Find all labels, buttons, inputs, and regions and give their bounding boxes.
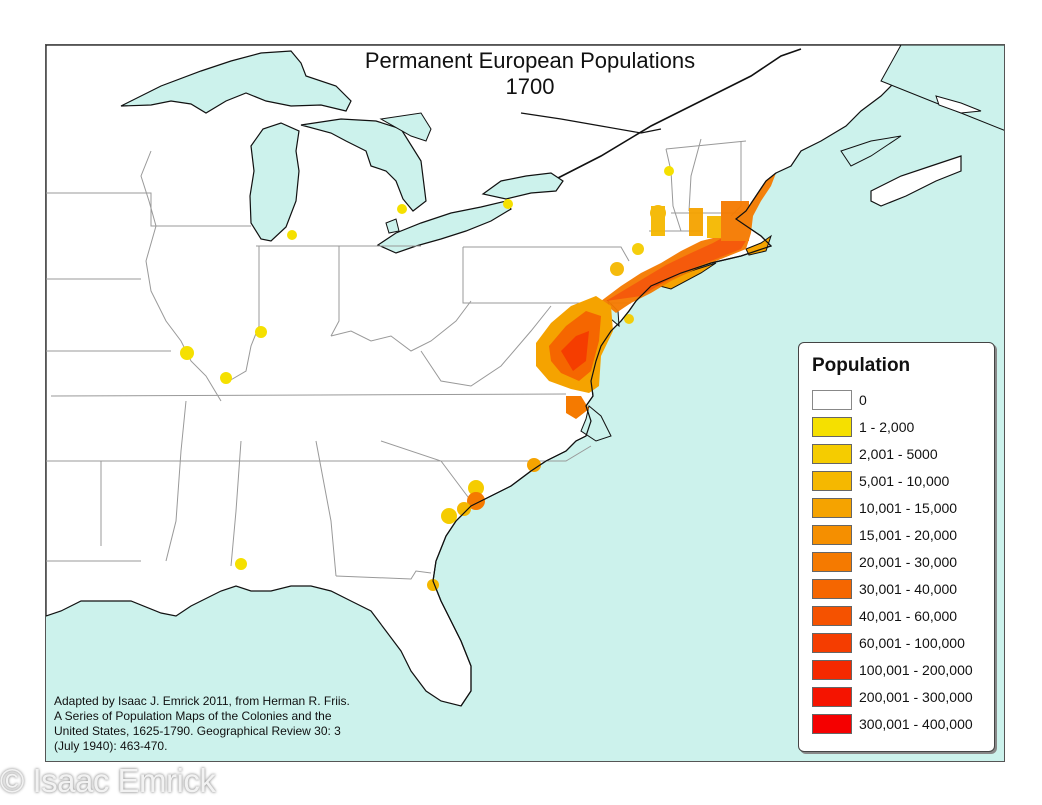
- legend-item-2: 2,001 - 5000: [812, 444, 938, 464]
- legend-label: 30,001 - 40,000: [859, 581, 958, 597]
- map-title-line2: 1700: [505, 74, 555, 99]
- legend-item-0: 0: [812, 390, 867, 410]
- pei: [935, 95, 982, 114]
- legend-swatch: [812, 525, 852, 545]
- legend-swatch: [812, 444, 852, 464]
- state-borders: [46, 138, 747, 580]
- gulf-st-lawrence: [880, 45, 1004, 131]
- population-outposts: [180, 166, 674, 384]
- legend-swatch: [812, 498, 852, 518]
- legend-label: 200,001 - 300,000: [859, 689, 973, 705]
- legend-swatch: [812, 606, 852, 626]
- legend-swatch: [812, 390, 852, 410]
- st-lawrence-river: [555, 48, 802, 180]
- georgian-bay: [379, 112, 432, 142]
- legend-label: 100,001 - 200,000: [859, 662, 973, 678]
- lake-st-clair: [385, 218, 400, 234]
- source-credit: Adapted by Isaac J. Emrick 2011, from He…: [54, 694, 404, 754]
- legend-label: 300,001 - 400,000: [859, 716, 973, 732]
- legend-item-9: 60,001 - 100,000: [812, 633, 965, 653]
- legend-swatch: [812, 552, 852, 572]
- credit-line-1: Adapted by Isaac J. Emrick 2011, from He…: [54, 694, 350, 708]
- legend-swatch: [812, 579, 852, 599]
- legend-item-6: 20,001 - 30,000: [812, 552, 957, 572]
- copyright-watermark: © Isaac Emrick: [0, 762, 216, 799]
- credit-line-3: United States, 1625-1790. Geographical R…: [54, 724, 341, 738]
- legend-item-8: 40,001 - 60,000: [812, 606, 957, 626]
- legend-label: 15,001 - 20,000: [859, 527, 958, 543]
- legend-title: Population: [812, 355, 911, 376]
- lake-huron: [300, 118, 427, 212]
- lake-ontario: [481, 172, 564, 200]
- legend-label: 5,001 - 10,000: [859, 473, 950, 489]
- legend-item-11: 200,001 - 300,000: [812, 687, 973, 707]
- legend-label: 2,001 - 5000: [859, 446, 938, 462]
- legend-swatch: [812, 714, 852, 734]
- map-canvas: [46, 45, 1004, 707]
- st-lawrence-shore: [520, 112, 662, 134]
- atlantic-coastline: [432, 172, 777, 707]
- legend-item-12: 300,001 - 400,000: [812, 714, 973, 734]
- legend-item-5: 15,001 - 20,000: [812, 525, 957, 545]
- legend-swatch: [812, 633, 852, 653]
- legend-item-4: 10,001 - 15,000: [812, 498, 957, 518]
- legend-item-3: 5,001 - 10,000: [812, 471, 949, 491]
- credit-line-4: (July 1940): 463-470.: [54, 739, 168, 753]
- legend-swatch: [812, 471, 852, 491]
- legend-label: 40,001 - 60,000: [859, 608, 958, 624]
- legend-swatch: [812, 660, 852, 680]
- legend-swatch: [812, 417, 852, 437]
- legend-label: 10,001 - 15,000: [859, 500, 958, 516]
- legend-label: 0: [859, 392, 867, 408]
- lake-superior: [120, 50, 352, 114]
- legend-item-7: 30,001 - 40,000: [812, 579, 957, 599]
- map-title: Permanent European Populations 1700: [340, 48, 720, 100]
- population-northeast: [601, 173, 776, 324]
- legend-item-1: 1 - 2,000: [812, 417, 914, 437]
- lake-michigan: [249, 122, 300, 242]
- legend: Population 0 1 - 2,000 2,001 - 5000 5,00…: [798, 342, 995, 752]
- credit-line-2: A Series of Population Maps of the Colon…: [54, 709, 332, 723]
- legend-item-10: 100,001 - 200,000: [812, 660, 973, 680]
- bay-of-fundy: [840, 135, 902, 167]
- nova-scotia: [870, 155, 962, 207]
- map-title-line1: Permanent European Populations: [364, 48, 696, 73]
- legend-label: 1 - 2,000: [859, 419, 915, 435]
- legend-label: 20,001 - 30,000: [859, 554, 958, 570]
- legend-label: 60,001 - 100,000: [859, 635, 965, 651]
- legend-swatch: [812, 687, 852, 707]
